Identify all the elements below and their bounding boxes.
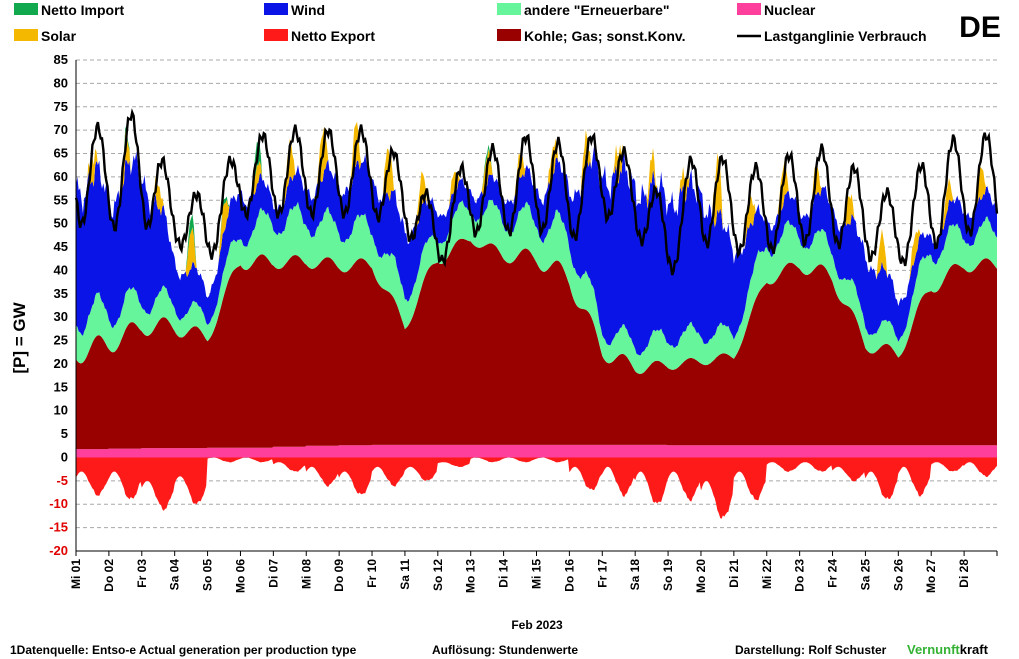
x-tick-label: Mo 20	[694, 559, 708, 593]
y-tick-label: 70	[54, 122, 68, 137]
y-tick-label: 80	[54, 75, 68, 90]
area-fossil	[76, 238, 997, 450]
legend-label-wind: Wind	[291, 2, 325, 18]
x-tick-label: Mi 15	[530, 559, 544, 589]
x-tick-label: Do 23	[793, 559, 807, 592]
y-tick-label: 75	[54, 99, 68, 114]
y-tick-label: -5	[56, 473, 68, 488]
legend-swatch-solar	[14, 29, 38, 41]
y-tick-label: 85	[54, 52, 68, 67]
country-label: DE	[959, 11, 1001, 44]
y-tick-label: 55	[54, 192, 68, 207]
x-tick-label: Fr 24	[826, 559, 840, 588]
legend-swatch-fossil	[497, 29, 521, 41]
area-nuclear	[76, 444, 997, 458]
x-tick-label: Mi 01	[69, 559, 83, 589]
x-tick-label: Mo 06	[234, 559, 248, 593]
brand-black: kraft	[960, 642, 989, 657]
x-tick-label: Di 28	[957, 559, 971, 588]
area-export	[76, 457, 997, 519]
legend: Netto Import Solar Wind Netto Export andere …	[14, 2, 927, 44]
legend-swatch-export	[264, 29, 288, 41]
x-tick-label: Mo 27	[924, 559, 938, 593]
x-axis: Mi 01 Do 02 Fr 03 Sa 04 So 05 Mo 06 Di 07 Mi 08…	[69, 60, 998, 593]
y-tick-label: 15	[54, 379, 68, 394]
y-axis-label: [P] = GW	[10, 301, 29, 373]
brand-green: Vernunft	[907, 642, 960, 657]
load-line	[74, 108, 999, 276]
x-tick-label: Fr 17	[595, 559, 609, 588]
x-tick-label: Sa 04	[168, 559, 182, 591]
y-tick-label: 5	[61, 426, 68, 441]
legend-swatch-wind	[264, 3, 288, 15]
x-tick-label: Fr 10	[365, 559, 379, 588]
y-tick-label: 0	[61, 449, 68, 464]
area-ee	[76, 199, 997, 374]
legend-label-export: Netto Export	[291, 28, 375, 44]
footer-author: Darstellung: Rolf Schuster	[735, 643, 887, 657]
y-tick-label: 20	[54, 356, 68, 371]
y-tick-label: 35	[54, 286, 68, 301]
x-tick-label: Do 02	[102, 559, 116, 592]
x-tick-label: Sa 25	[858, 559, 872, 591]
x-tick-label: Fr 03	[135, 559, 149, 588]
x-tick-label: So 26	[891, 559, 905, 591]
y-tick-label: 40	[54, 262, 68, 277]
legend-label-nuclear: Nuclear	[764, 2, 816, 18]
y-tick-label: 25	[54, 333, 68, 348]
x-tick-label: Mi 08	[299, 559, 313, 589]
y-tick-label: 50	[54, 216, 68, 231]
legend-label-import: Netto Import	[41, 2, 125, 18]
x-axis-label: Feb 2023	[511, 618, 563, 632]
x-tick-label: So 12	[431, 559, 445, 591]
x-tick-label: Do 16	[562, 559, 576, 592]
footer-brand: Vernunftkraft	[907, 642, 989, 657]
x-tick-label: Do 09	[332, 559, 346, 592]
x-tick-label: Di 07	[266, 559, 280, 588]
x-tick-label: So 19	[661, 559, 675, 591]
y-ticks: -20 -15 -10 -5 0 5 10 15 20 25 30 35 40 45 50 55 60 65 70 7…	[49, 52, 68, 558]
x-tick-label: Di 14	[497, 559, 511, 588]
legend-swatch-nuclear	[737, 3, 761, 15]
footer-resolution: Auflösung: Stundenwerte	[432, 643, 578, 657]
y-tick-label: 65	[54, 146, 68, 161]
x-tick-label: Sa 18	[628, 559, 642, 591]
legend-label-ee: andere "Erneuerbare"	[524, 2, 670, 18]
y-tick-label: 30	[54, 309, 68, 324]
y-tick-label: 60	[54, 169, 68, 184]
x-tick-label: So 05	[201, 559, 215, 591]
y-tick-label: -20	[49, 543, 68, 558]
x-tick-label: Sa 11	[398, 559, 412, 590]
x-tick-label: Di 21	[727, 559, 741, 588]
y-tick-label: -10	[49, 496, 68, 511]
x-tick-label: Mo 13	[464, 559, 478, 593]
legend-label-fossil: Kohle; Gas; sonst.Konv.	[524, 28, 686, 44]
y-tick-label: 10	[54, 403, 68, 418]
y-tick-label: -15	[49, 520, 68, 535]
legend-swatch-import	[14, 3, 38, 15]
series-load	[74, 108, 999, 276]
x-tick-label: Mi 22	[760, 559, 774, 589]
y-tick-label: 45	[54, 239, 68, 254]
legend-label-solar: Solar	[41, 28, 77, 44]
legend-swatch-ee	[497, 3, 521, 15]
footer-source: 1Datenquelle: Entso-e Actual generation …	[10, 643, 357, 657]
legend-label-load: Lastganglinie Verbrauch	[764, 28, 927, 44]
